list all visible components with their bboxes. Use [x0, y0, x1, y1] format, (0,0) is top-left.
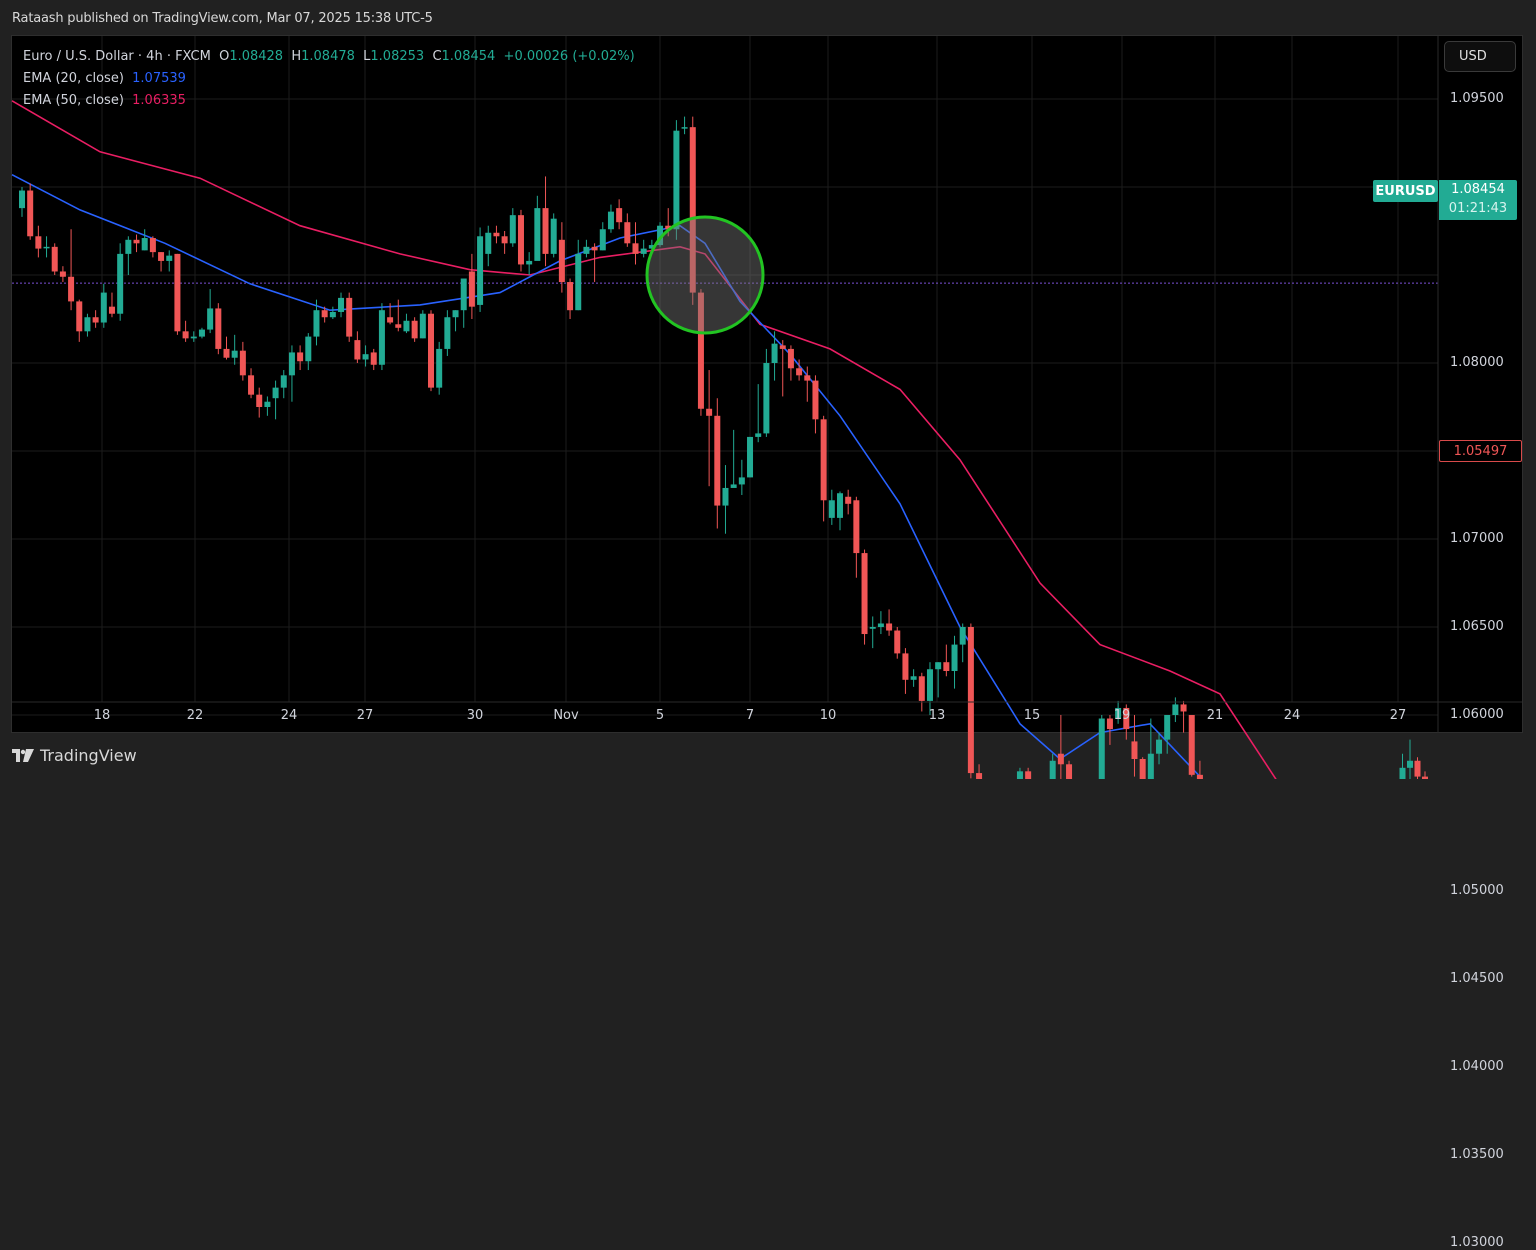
time-tick-label: 27	[1389, 708, 1407, 723]
currency-button[interactable]: USD	[1444, 41, 1516, 72]
price-tick-label: 1.04000	[1450, 1059, 1504, 1074]
chart-legend: Euro / U.S. Dollar · 4h · FXCM O1.08428 …	[23, 46, 635, 112]
price-tick-label: 1.03000	[1450, 1235, 1504, 1250]
ema20-label: EMA (20, close)	[23, 71, 124, 86]
symbol-legend-row[interactable]: Euro / U.S. Dollar · 4h · FXCM O1.08428 …	[23, 49, 635, 64]
symbol-price-tag: EURUSD	[1373, 180, 1438, 202]
bar-countdown: 01:21:43	[1448, 201, 1508, 216]
price-tick-label: 1.06500	[1450, 619, 1504, 634]
time-tick-label: 7	[745, 708, 755, 723]
time-tick-label: Nov	[553, 708, 579, 723]
ema50-label: EMA (50, close)	[23, 93, 124, 108]
low-value: 1.08253	[370, 49, 425, 64]
ema20-value: 1.07539	[132, 71, 186, 86]
time-tick-label: 22	[186, 708, 204, 723]
time-tick-label: 15	[1023, 708, 1041, 723]
time-tick-label: 30	[466, 708, 484, 723]
open-value: 1.08428	[229, 49, 284, 64]
ema50-line	[11, 100, 1277, 779]
price-tick-label: 1.04500	[1450, 971, 1504, 986]
price-tick-label: 1.03500	[1450, 1147, 1504, 1162]
time-tick-label: 18	[93, 708, 111, 723]
symbol-description: Euro / U.S. Dollar · 4h · FXCM	[23, 49, 211, 64]
price-tick-label: 1.08000	[1450, 355, 1504, 370]
ema20-legend-row[interactable]: EMA (20, close) 1.07539	[23, 68, 635, 90]
price-tick-label: 1.06000	[1450, 707, 1504, 722]
time-tick-label: 5	[655, 708, 665, 723]
ema50-value: 1.06335	[132, 93, 186, 108]
time-tick-label: 24	[1283, 708, 1301, 723]
chart-grid	[12, 36, 1438, 716]
time-tick-label: 19	[1113, 708, 1131, 723]
time-tick-label: 13	[928, 708, 946, 723]
time-tick-label: 10	[819, 708, 837, 723]
ema-price-tag: 1.05497	[1439, 440, 1522, 462]
time-tick-label: 21	[1206, 708, 1224, 723]
brand-name: TradingView	[40, 746, 137, 765]
candlestick-series	[19, 116, 1428, 779]
price-chart[interactable]	[0, 0, 1536, 779]
time-tick-label: 24	[280, 708, 298, 723]
close-value: 1.08454	[441, 49, 496, 64]
change-value: +0.00026 (+0.02%)	[503, 49, 635, 64]
price-tick-label: 1.09500	[1450, 91, 1504, 106]
high-value: 1.08478	[301, 49, 355, 64]
last-price-tag: 1.08454 01:21:43	[1439, 180, 1517, 220]
price-tick-label: 1.07000	[1450, 531, 1504, 546]
ema50-legend-row[interactable]: EMA (50, close) 1.06335	[23, 90, 635, 112]
time-tick-label: 27	[356, 708, 374, 723]
publish-info: Rataash published on TradingView.com, Ma…	[12, 11, 433, 26]
price-tick-label: 1.05000	[1450, 883, 1504, 898]
tradingview-brand[interactable]: TradingView	[12, 746, 137, 765]
tradingview-logo-icon	[12, 748, 34, 762]
highlight-circle-annotation	[645, 215, 765, 335]
last-price: 1.08454	[1451, 182, 1505, 197]
